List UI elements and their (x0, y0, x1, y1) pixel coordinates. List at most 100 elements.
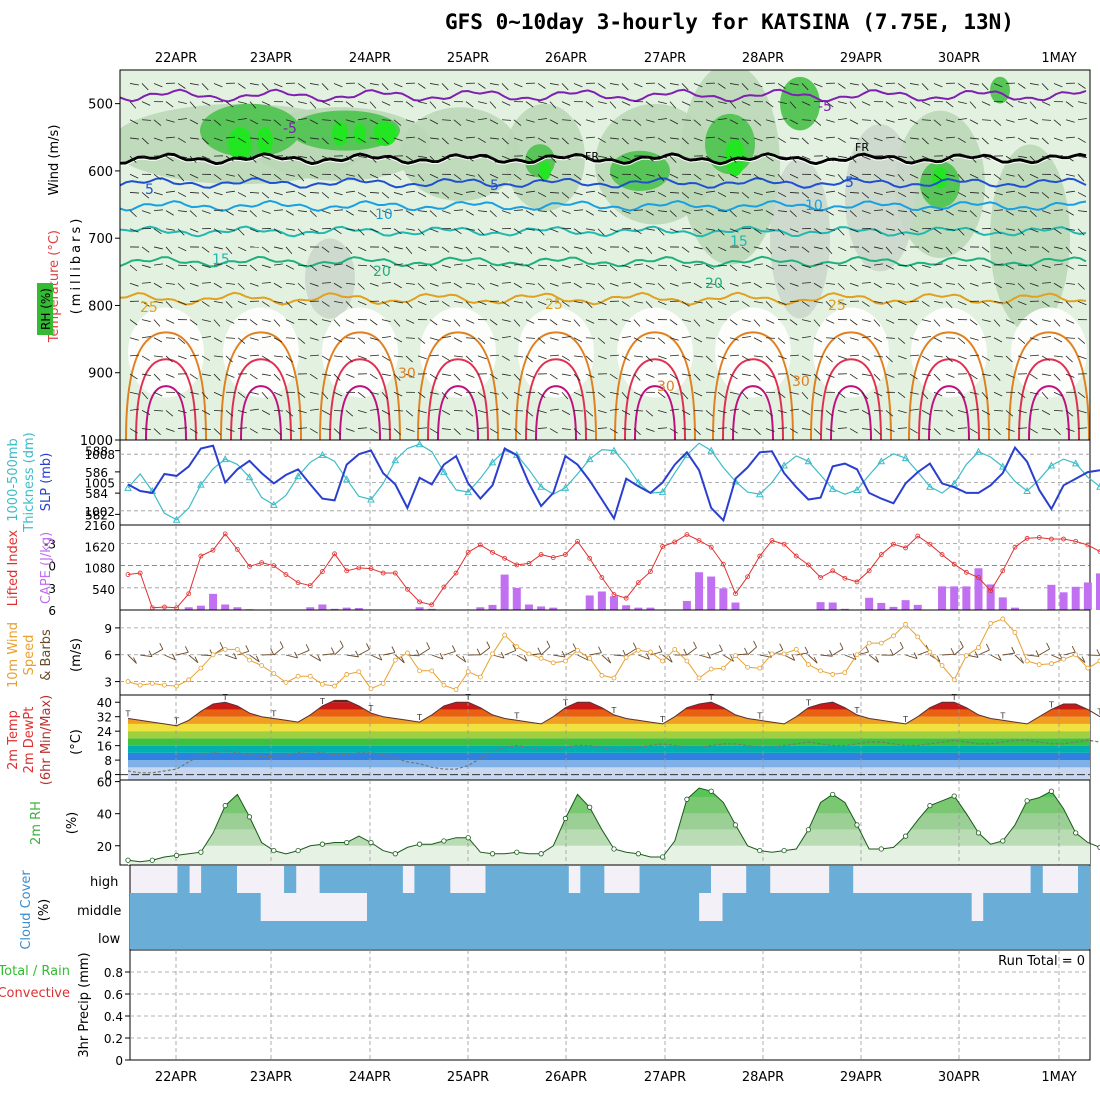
upper-wind-barb (213, 137, 223, 142)
cape-bar (622, 605, 631, 610)
upper-wind-barb (417, 118, 427, 121)
upper-wind-barb (129, 373, 138, 380)
upper-wind-barb (1029, 428, 1038, 434)
wind-barb (820, 654, 833, 657)
upper-wind-barb (189, 173, 199, 179)
cloud-cell-low (497, 921, 510, 949)
upper-wind-barb (681, 137, 689, 145)
upper-wind-barb (393, 391, 403, 397)
upper-wind-barb (669, 137, 679, 140)
upper-wind-barb (381, 282, 392, 284)
upper-wind-barb (501, 282, 512, 284)
upper-wind-barb (873, 391, 883, 397)
cloud-cell-low (923, 921, 937, 949)
upper-wind-barb (957, 101, 967, 105)
upper-wind-barb (609, 354, 620, 357)
upper-wind-barb (981, 264, 991, 268)
cape-bar (184, 607, 193, 610)
wind-speed-marker (198, 665, 204, 671)
upper-wind-barb (897, 101, 907, 105)
upper-wind-barb (237, 427, 248, 429)
wind-speed-marker (271, 671, 277, 676)
cloud-cell-low (1006, 921, 1020, 949)
wind-speed-marker (356, 669, 362, 675)
upper-wind-barb (777, 118, 787, 121)
upper-wind-barb (969, 137, 979, 140)
wind-speed-marker (1012, 629, 1018, 635)
upper-wind-barb (465, 228, 475, 231)
wind-speed-marker (441, 682, 447, 688)
upper-wind-barb (225, 228, 235, 231)
upper-wind-barb (165, 228, 175, 231)
upper-wind-barb (489, 428, 498, 434)
upper-wind-barb (849, 264, 858, 272)
upper-wind-barb (1053, 263, 1063, 266)
upper-wind-barb (477, 282, 485, 290)
upper-wind-barb (345, 319, 355, 324)
upper-wind-barb (633, 228, 642, 235)
upper-wind-barb (525, 264, 535, 270)
upper-wind-barb (861, 264, 871, 268)
upper-wind-barb (345, 337, 356, 339)
upper-wind-barb (237, 83, 246, 89)
upper-wind-barb (645, 355, 653, 363)
temp-band (128, 767, 1090, 780)
upper-wind-barb (153, 173, 162, 181)
upper-wind-barb (537, 246, 547, 252)
upper-wind-barb (633, 263, 643, 266)
page-title: GFS 0~10day 3-hourly for KATSINA (7.75E,… (445, 10, 1014, 34)
upper-wind-barb (981, 210, 991, 214)
upper-wind-barb (285, 282, 295, 285)
contour-label-15: 15 (212, 252, 230, 268)
upper-wind-barb (909, 101, 917, 109)
top-date-labels: 22APR 23APR 24APR 25APR 26APR 27APR 28APR 29APR… (155, 51, 1077, 66)
contour-label-25: 25 (140, 300, 158, 316)
upper-wind-barb (933, 410, 944, 412)
upper-wind-barb (357, 410, 367, 414)
upper-wind-barb (1029, 282, 1039, 287)
upper-wind-barb (933, 83, 943, 88)
wind-barb-flag (852, 653, 857, 660)
upper-wind-barb (489, 101, 497, 109)
upper-wind-barb (825, 337, 836, 339)
upper-wind-barb (765, 301, 773, 309)
upper-wind-barb (417, 282, 425, 290)
upper-wind-barb (177, 155, 187, 159)
upper-wind-barb (945, 428, 955, 432)
lifted-index-marker (575, 538, 580, 544)
upper-wind-barb (921, 101, 931, 106)
top-date-label: 30APR (938, 51, 980, 66)
ylabel-thickness: 1000-500mb (6, 438, 21, 522)
cloud-cell-high (367, 866, 380, 893)
upper-wind-barb (801, 83, 809, 91)
upper-wind-barb (345, 210, 354, 216)
ylabel-thickness2: Thickness (dm) (22, 432, 37, 532)
upper-wind-barb (141, 246, 150, 253)
rh-marker (1073, 830, 1079, 836)
upper-wind-barb (1041, 301, 1050, 307)
upper-wind-barb (225, 337, 236, 339)
upper-wind-barb (705, 210, 714, 216)
wind-speed-marker (538, 655, 544, 661)
upper-wind-barb (501, 155, 511, 160)
upper-wind-barb (393, 246, 403, 250)
cloud-cell-middle (165, 893, 178, 921)
upper-wind-barb (309, 173, 319, 179)
upper-wind-barb (189, 428, 198, 434)
upper-wind-barb (933, 119, 942, 126)
wind-barb (370, 654, 383, 661)
upper-wind-barb (633, 282, 642, 289)
upper-wind-barb (741, 83, 749, 91)
wind-barb-flag (1096, 649, 1100, 656)
upper-wind-barb (825, 373, 835, 378)
upper-wind-barb (177, 210, 187, 213)
upper-wind-barb (957, 410, 967, 414)
upper-wind-barb (813, 355, 823, 358)
cloud-cell-middle (758, 893, 771, 921)
cloud-cell-middle (212, 893, 226, 921)
upper-wind-barb (285, 136, 296, 139)
contour-label-5: 5 (145, 182, 154, 198)
upper-wind-barb (369, 101, 377, 109)
upper-wind-barb (453, 428, 461, 435)
